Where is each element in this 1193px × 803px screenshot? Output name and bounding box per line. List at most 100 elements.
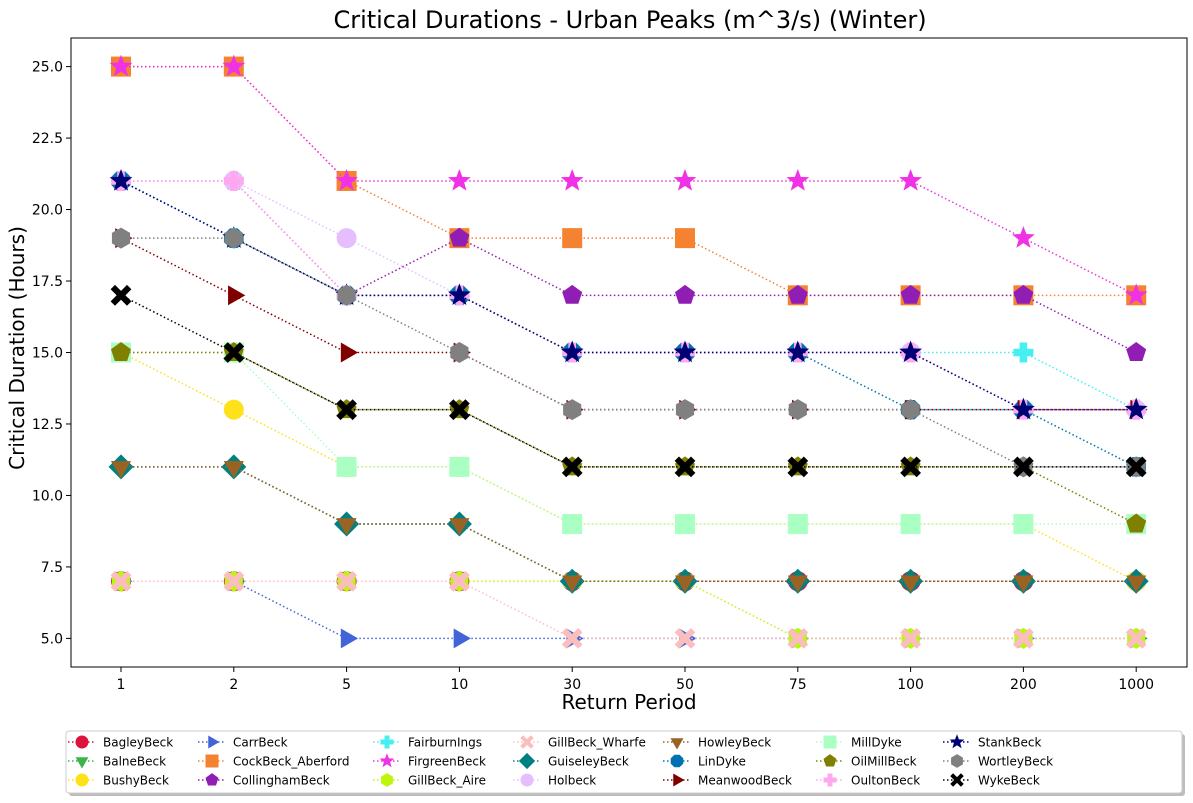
data-point bbox=[1125, 628, 1147, 649]
data-point bbox=[449, 570, 470, 592]
data-point bbox=[449, 399, 470, 421]
x-tick-label: 1000 bbox=[1118, 677, 1154, 693]
x-axis-label: Return Period bbox=[561, 690, 696, 714]
x-tick-label: 50 bbox=[676, 677, 694, 693]
data-point bbox=[562, 228, 583, 249]
legend-marker bbox=[379, 753, 395, 768]
data-point bbox=[224, 227, 243, 249]
series-LinDyke bbox=[111, 171, 1146, 477]
data-point bbox=[336, 570, 357, 592]
data-point bbox=[449, 518, 470, 536]
legend-label: GillBeck_Wharfe bbox=[548, 736, 646, 750]
data-point bbox=[900, 575, 921, 593]
data-point bbox=[223, 399, 244, 420]
legend-label: OilMillBeck bbox=[851, 755, 917, 769]
data-point bbox=[787, 514, 808, 535]
data-point bbox=[673, 168, 697, 191]
data-point bbox=[1013, 342, 1034, 363]
x-tick-label: 1 bbox=[117, 677, 126, 693]
legend-item: StankBeck bbox=[943, 734, 1041, 750]
legend-marker bbox=[520, 735, 534, 749]
legend-label: LinDyke bbox=[698, 755, 746, 769]
legend-marker bbox=[823, 735, 837, 749]
data-point bbox=[900, 628, 921, 649]
series-CarrBeck bbox=[115, 571, 1148, 649]
y-tick-label: 7.5 bbox=[41, 560, 63, 576]
y-tick-label: 12.5 bbox=[32, 417, 63, 433]
data-point bbox=[786, 340, 810, 363]
data-point bbox=[340, 628, 359, 649]
legend-item: GillBeck_Aire bbox=[373, 773, 486, 788]
series-line bbox=[121, 180, 1137, 411]
data-point bbox=[788, 399, 807, 421]
data-point bbox=[223, 570, 245, 592]
data-point bbox=[1124, 283, 1148, 306]
data-point bbox=[900, 456, 921, 478]
data-point bbox=[562, 575, 583, 593]
legend-item: WortleyBeck bbox=[943, 754, 1053, 769]
legend-item: HowleyBeck bbox=[663, 736, 771, 750]
data-point bbox=[447, 283, 471, 306]
legend-marker bbox=[670, 738, 684, 750]
data-point bbox=[900, 514, 921, 535]
legend-item: WykeBeck bbox=[943, 773, 1040, 788]
data-point bbox=[447, 168, 471, 191]
data-point bbox=[336, 456, 357, 477]
data-point bbox=[561, 456, 583, 478]
legend-label: CarrBeck bbox=[233, 736, 288, 750]
legend-item: MillDyke bbox=[816, 735, 902, 750]
legend-item: BalneBeck bbox=[68, 755, 166, 769]
data-point bbox=[1011, 226, 1035, 248]
data-point bbox=[109, 54, 133, 77]
data-point bbox=[1126, 342, 1147, 361]
legend-marker bbox=[673, 773, 685, 787]
series-FirgreenBeck bbox=[109, 54, 1148, 306]
legend-item: OultonBeck bbox=[816, 773, 920, 788]
series-line bbox=[121, 580, 1137, 640]
legend-item: CarrBeck bbox=[198, 736, 288, 750]
data-point bbox=[1013, 514, 1034, 535]
legend-label: WortleyBeck bbox=[978, 755, 1053, 769]
data-point bbox=[675, 228, 695, 249]
data-point bbox=[449, 456, 470, 477]
data-point bbox=[223, 461, 244, 479]
y-tick-label: 10.0 bbox=[32, 488, 63, 504]
data-point bbox=[453, 628, 471, 649]
legend-label: MillDyke bbox=[851, 736, 902, 750]
legend-label: HowleyBeck bbox=[698, 736, 771, 750]
legend-label: BalneBeck bbox=[103, 755, 166, 769]
legend-marker bbox=[205, 773, 219, 786]
legend-item: BagleyBeck bbox=[68, 735, 173, 750]
data-point bbox=[675, 284, 695, 304]
data-point bbox=[1011, 397, 1035, 420]
data-point bbox=[899, 168, 923, 191]
series-CockBeck_Aberford bbox=[111, 56, 1147, 306]
legend-label: BagleyBeck bbox=[103, 736, 173, 750]
data-point bbox=[111, 461, 131, 479]
series-line bbox=[120, 294, 1137, 468]
y-tick-label: 15.0 bbox=[32, 346, 63, 362]
legend-marker bbox=[381, 773, 393, 787]
plot-area: 5.0 7.5 10.0 12.5 15.0 17.5 20.0 22.5 25.0 1 2 5 10 3… bbox=[32, 37, 1188, 693]
data-point bbox=[1013, 456, 1034, 478]
series-line bbox=[121, 65, 1137, 297]
data-point bbox=[223, 170, 244, 191]
data-point bbox=[675, 575, 695, 593]
data-point bbox=[110, 284, 132, 306]
data-point bbox=[336, 399, 357, 421]
data-point bbox=[1013, 575, 1034, 593]
data-point bbox=[899, 340, 923, 363]
data-point bbox=[560, 340, 584, 363]
data-point bbox=[787, 628, 809, 649]
series-GillBeck_Wharfe bbox=[110, 570, 1147, 649]
x-tick-label: 200 bbox=[1010, 677, 1037, 693]
data-point bbox=[562, 514, 583, 535]
series-StankBeck bbox=[109, 168, 1148, 420]
series-line bbox=[121, 351, 1137, 525]
x-tick-label: 75 bbox=[789, 677, 807, 693]
y-tick-label: 25.0 bbox=[32, 60, 63, 76]
series-line bbox=[120, 180, 1137, 411]
data-point bbox=[787, 284, 808, 304]
data-point bbox=[336, 518, 357, 536]
